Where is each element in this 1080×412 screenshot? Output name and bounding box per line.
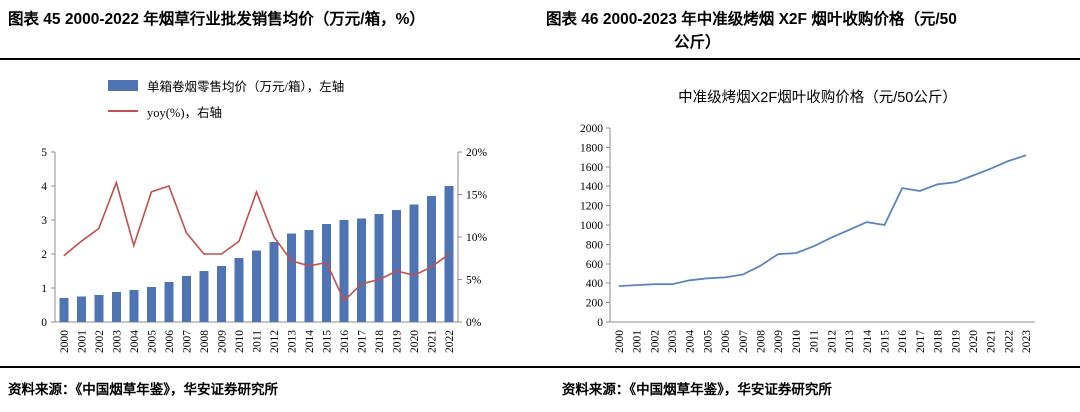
- svg-text:2018: 2018: [933, 330, 945, 353]
- legend-swatch-bar: [108, 79, 138, 91]
- svg-text:4: 4: [41, 181, 47, 193]
- sources-row: 资料来源：《中国烟草年鉴》，华安证券研究所 资料来源：《中国烟草年鉴》，华安证券…: [0, 368, 1080, 412]
- svg-text:2020: 2020: [968, 330, 980, 353]
- svg-text:2000: 2000: [580, 123, 603, 135]
- svg-text:2005: 2005: [702, 330, 714, 353]
- figure46-plot: 0 200 400 600 800 1000 1200 1400 1600 1800 2000 200…: [580, 123, 1035, 353]
- svg-text:1000: 1000: [580, 220, 603, 232]
- svg-text:1800: 1800: [580, 142, 603, 154]
- svg-text:1400: 1400: [580, 181, 603, 193]
- svg-text:0: 0: [41, 317, 47, 329]
- svg-text:400: 400: [586, 278, 604, 290]
- svg-text:600: 600: [586, 259, 604, 271]
- svg-text:2012: 2012: [269, 330, 281, 353]
- svg-text:2008: 2008: [199, 330, 211, 353]
- svg-text:5: 5: [41, 147, 47, 159]
- svg-text:2006: 2006: [720, 330, 732, 353]
- svg-text:2003: 2003: [111, 330, 123, 353]
- svg-text:2003: 2003: [667, 330, 679, 353]
- figure46-title-line2: 公斤）: [674, 34, 721, 51]
- svg-text:2021: 2021: [427, 330, 439, 353]
- svg-text:2000: 2000: [59, 330, 71, 353]
- svg-text:1600: 1600: [580, 162, 603, 174]
- svg-text:2004: 2004: [129, 330, 141, 353]
- figure45-plot: 0 1 2 3 4 5 0% 5% 10% 15% 20% 2000 2001 2002 2003 2004 2…: [41, 147, 488, 353]
- svg-text:2021: 2021: [986, 330, 998, 353]
- svg-text:2016: 2016: [897, 330, 909, 353]
- figure45-source: 资料来源：《中国烟草年鉴》，华安证券研究所: [8, 382, 278, 397]
- svg-text:2009: 2009: [773, 330, 785, 353]
- figure45-chart: 0 1 2 3 4 5 0% 5% 10% 15% 20% 2000 2001 2002 2003 2004 2…: [0, 60, 540, 366]
- svg-text:0: 0: [597, 317, 603, 329]
- legend-label-line: yoy(%)，右轴: [147, 105, 222, 120]
- figure45-title: 图表 45 2000-2022 年烟草行业批发销售均价（万元/箱，%）: [8, 11, 425, 28]
- svg-text:2011: 2011: [252, 330, 264, 353]
- svg-text:2000: 2000: [614, 330, 626, 353]
- svg-text:2011: 2011: [809, 330, 821, 353]
- svg-text:3: 3: [41, 215, 47, 227]
- svg-text:2: 2: [41, 249, 47, 261]
- svg-text:2015: 2015: [879, 330, 891, 353]
- svg-text:2019: 2019: [392, 330, 404, 353]
- svg-text:2023: 2023: [1021, 330, 1033, 353]
- svg-text:15%: 15%: [466, 190, 488, 202]
- svg-text:2013: 2013: [287, 330, 299, 353]
- svg-text:800: 800: [586, 239, 604, 251]
- bottom-divider: [0, 366, 1080, 368]
- svg-text:20%: 20%: [466, 147, 488, 159]
- svg-text:2017: 2017: [357, 330, 369, 353]
- svg-text:2002: 2002: [649, 330, 661, 353]
- svg-text:200: 200: [586, 298, 604, 310]
- charts-row: 0 1 2 3 4 5 0% 5% 10% 15% 20% 2000 2001 2002 2003 2004 2…: [0, 60, 1080, 366]
- svg-text:2002: 2002: [94, 330, 106, 353]
- svg-text:0%: 0%: [466, 317, 482, 329]
- legend-swatch-line: [108, 110, 138, 112]
- svg-text:2010: 2010: [234, 330, 246, 353]
- svg-text:2009: 2009: [216, 330, 228, 353]
- figure46-source: 资料来源：《中国烟草年鉴》，华安证券研究所: [561, 382, 832, 397]
- svg-text:2015: 2015: [322, 330, 334, 353]
- legend-label-bar: 单箱卷烟零售均价（万元/箱），左轴: [147, 79, 345, 94]
- svg-text:2007: 2007: [738, 330, 750, 353]
- svg-text:2017: 2017: [915, 330, 927, 353]
- svg-text:2016: 2016: [339, 330, 351, 353]
- svg-text:1: 1: [41, 283, 47, 295]
- svg-text:2019: 2019: [950, 330, 962, 353]
- svg-text:2010: 2010: [791, 330, 803, 353]
- svg-text:2013: 2013: [844, 330, 856, 353]
- svg-text:2006: 2006: [164, 330, 176, 353]
- legend-item-bar: 单箱卷烟零售均价（万元/箱），左轴: [108, 72, 344, 98]
- svg-text:2007: 2007: [181, 330, 193, 353]
- svg-text:5%: 5%: [466, 275, 482, 287]
- svg-text:10%: 10%: [466, 232, 488, 244]
- svg-text:2014: 2014: [862, 330, 874, 353]
- svg-text:2022: 2022: [444, 330, 456, 353]
- svg-text:2014: 2014: [304, 330, 316, 353]
- figure46-title: 图表 46 2000-2023 年中准级烤烟 X2F 烟叶收购价格（元/50 公…: [546, 8, 1068, 58]
- svg-text:2012: 2012: [826, 330, 838, 353]
- svg-text:2018: 2018: [374, 330, 386, 353]
- svg-text:2020: 2020: [409, 330, 421, 353]
- svg-text:2022: 2022: [1003, 330, 1015, 353]
- top-divider: [0, 58, 1080, 60]
- svg-text:2008: 2008: [756, 330, 768, 353]
- figure46-inner-title: 中准级烤烟X2F烟叶收购价格（元/50公斤）: [678, 90, 957, 106]
- svg-text:2004: 2004: [685, 330, 697, 353]
- svg-text:2001: 2001: [76, 330, 88, 353]
- svg-text:1200: 1200: [580, 201, 603, 213]
- legend-item-line: yoy(%)，右轴: [108, 98, 344, 124]
- figure46-title-line1: 图表 46 2000-2023 年中准级烤烟 X2F 烟叶收购价格（元/50: [546, 11, 957, 28]
- figure46-chart: 0 200 400 600 800 1000 1200 1400 1600 1800 2000 200…: [540, 60, 1080, 366]
- figure-titles: 图表 45 2000-2022 年烟草行业批发销售均价（万元/箱，%） 图表 4…: [0, 0, 1080, 58]
- svg-text:2001: 2001: [632, 330, 644, 353]
- figure45-legend: 单箱卷烟零售均价（万元/箱），左轴 yoy(%)，右轴: [108, 72, 344, 124]
- svg-text:2005: 2005: [146, 330, 158, 353]
